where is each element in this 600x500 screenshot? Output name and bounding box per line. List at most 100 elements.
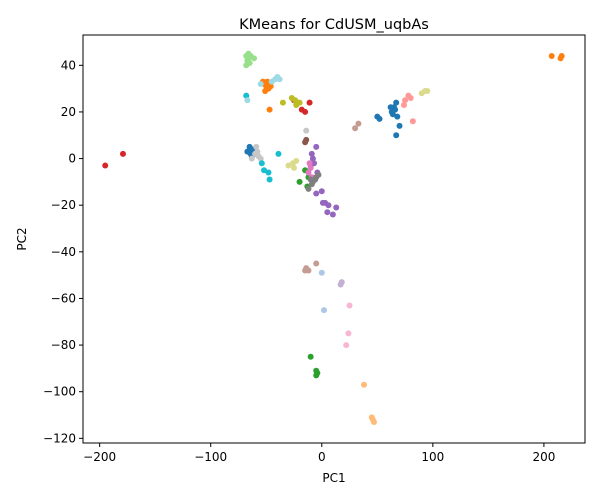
data-point	[307, 353, 314, 360]
plot-frame	[82, 34, 586, 444]
data-point	[424, 87, 431, 94]
y-tick-label: −80	[51, 338, 76, 352]
y-tick-label: 0	[68, 152, 76, 166]
cluster-2	[259, 52, 565, 113]
cluster-10	[302, 136, 310, 146]
data-point	[352, 125, 359, 132]
cluster-18	[243, 92, 282, 183]
data-point	[305, 185, 312, 192]
data-point	[303, 136, 310, 143]
cluster-11	[302, 120, 362, 274]
x-tick-label: −200	[83, 450, 116, 464]
data-point	[318, 188, 325, 195]
data-point	[345, 330, 352, 337]
cluster-16	[279, 94, 303, 108]
data-point	[306, 99, 313, 106]
data-point	[387, 104, 394, 111]
data-point	[318, 269, 325, 276]
data-point	[253, 143, 260, 150]
data-point	[324, 209, 331, 216]
x-tick-label: 100	[421, 450, 444, 464]
cluster-3	[360, 381, 377, 426]
data-point	[254, 148, 261, 155]
data-point	[313, 190, 320, 197]
data-points	[102, 50, 565, 426]
cluster-19	[244, 73, 283, 104]
data-point	[325, 202, 332, 209]
cluster-14	[305, 171, 322, 192]
data-point	[248, 155, 255, 162]
data-point	[296, 99, 303, 106]
data-point	[308, 150, 315, 157]
y-tick-label: −60	[51, 291, 76, 305]
data-point	[264, 78, 271, 85]
data-point	[119, 150, 126, 157]
cluster-17	[285, 87, 431, 171]
data-point	[389, 111, 396, 118]
data-point	[409, 118, 416, 125]
data-point	[360, 381, 367, 388]
data-point	[394, 113, 401, 120]
data-point	[251, 55, 258, 62]
data-point	[308, 181, 315, 188]
data-point	[285, 162, 292, 169]
data-point	[355, 120, 362, 127]
data-point	[376, 115, 383, 122]
data-point	[296, 178, 303, 185]
data-point	[343, 342, 350, 349]
data-point	[313, 143, 320, 150]
y-axis-label: PC2	[15, 227, 29, 250]
x-tick-label: 200	[532, 450, 555, 464]
chart-title: KMeans for CdUSM_uqbAs	[239, 17, 429, 33]
data-point	[257, 155, 264, 162]
data-point	[262, 87, 269, 94]
data-point	[261, 167, 268, 174]
data-point	[306, 160, 313, 167]
data-point	[558, 52, 565, 59]
data-point	[338, 279, 345, 286]
data-point	[313, 260, 320, 267]
data-point	[243, 62, 250, 69]
data-point	[258, 160, 265, 167]
data-point	[245, 50, 252, 57]
data-point	[302, 267, 309, 274]
y-axis: 40 20 0 −20 −40 −60 −80 −100 −120	[43, 58, 83, 445]
y-tick-label: 20	[61, 105, 76, 119]
data-point	[333, 204, 340, 211]
data-point	[257, 80, 264, 87]
data-point	[279, 99, 286, 106]
data-point	[307, 164, 314, 171]
data-point	[407, 94, 414, 101]
data-point	[305, 169, 312, 176]
data-point	[303, 127, 310, 134]
data-point	[329, 211, 336, 218]
cluster-9	[337, 279, 345, 288]
y-tick-label: −100	[43, 385, 76, 399]
data-point	[244, 97, 251, 104]
data-point	[243, 92, 250, 99]
data-point	[548, 52, 555, 59]
data-point	[276, 76, 283, 83]
data-point	[346, 302, 353, 309]
data-point	[293, 157, 300, 164]
cluster-15	[248, 127, 310, 162]
cluster-1	[318, 269, 328, 314]
data-point	[275, 150, 282, 157]
cluster-8	[307, 143, 340, 218]
data-point	[291, 164, 298, 171]
data-point	[313, 372, 320, 379]
x-tick-label: 0	[318, 450, 326, 464]
cluster-12	[305, 160, 315, 181]
cluster-7	[400, 92, 416, 125]
data-point	[321, 307, 328, 314]
y-tick-label: −120	[43, 431, 76, 445]
data-point	[267, 83, 274, 90]
data-point	[393, 132, 400, 139]
x-tick-label: −100	[194, 450, 227, 464]
data-point	[402, 97, 409, 104]
cluster-6	[102, 97, 313, 169]
data-point	[266, 176, 273, 183]
data-point	[246, 143, 253, 150]
data-point	[288, 94, 295, 101]
